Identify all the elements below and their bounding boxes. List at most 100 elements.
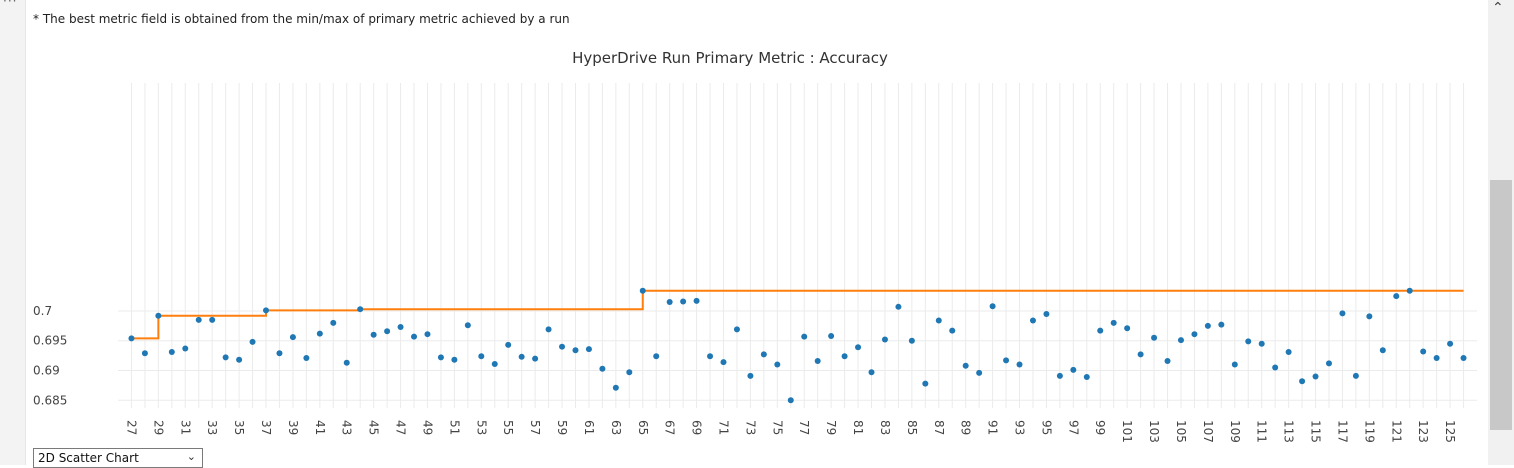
- run-point[interactable]: [1286, 349, 1292, 355]
- run-point[interactable]: [478, 353, 484, 359]
- run-point[interactable]: [1124, 325, 1130, 331]
- run-point[interactable]: [1353, 373, 1359, 379]
- run-point[interactable]: [532, 356, 538, 362]
- run-point[interactable]: [694, 298, 700, 304]
- run-point[interactable]: [223, 354, 229, 360]
- run-point[interactable]: [949, 328, 955, 334]
- run-point[interactable]: [209, 317, 215, 323]
- run-point[interactable]: [1084, 374, 1090, 380]
- run-point[interactable]: [707, 353, 713, 359]
- run-point[interactable]: [1259, 341, 1265, 347]
- run-point[interactable]: [855, 344, 861, 350]
- run-point[interactable]: [398, 324, 404, 330]
- run-point[interactable]: [1299, 378, 1305, 384]
- run-point[interactable]: [1191, 331, 1197, 337]
- run-point[interactable]: [586, 346, 592, 352]
- run-point[interactable]: [1366, 313, 1372, 319]
- run-point[interactable]: [236, 357, 242, 363]
- run-point[interactable]: [1407, 288, 1413, 294]
- run-point[interactable]: [263, 307, 269, 313]
- run-point[interactable]: [411, 334, 417, 340]
- run-point[interactable]: [1165, 358, 1171, 364]
- run-point[interactable]: [990, 303, 996, 309]
- run-point[interactable]: [1138, 351, 1144, 357]
- run-point[interactable]: [922, 381, 928, 387]
- run-point[interactable]: [169, 349, 175, 355]
- run-point[interactable]: [1030, 318, 1036, 324]
- run-point[interactable]: [1339, 310, 1345, 316]
- run-point[interactable]: [317, 331, 323, 337]
- run-point[interactable]: [1070, 367, 1076, 373]
- run-point[interactable]: [344, 360, 350, 366]
- run-point[interactable]: [1218, 322, 1224, 328]
- run-point[interactable]: [128, 335, 134, 341]
- run-point[interactable]: [1057, 373, 1063, 379]
- run-point[interactable]: [1232, 362, 1238, 368]
- chevron-up-icon[interactable]: ⌃: [1492, 0, 1504, 16]
- run-point[interactable]: [250, 339, 256, 345]
- run-point[interactable]: [465, 322, 471, 328]
- run-point[interactable]: [1313, 373, 1319, 379]
- run-point[interactable]: [613, 385, 619, 391]
- run-point[interactable]: [559, 344, 565, 350]
- run-point[interactable]: [909, 338, 915, 344]
- run-point[interactable]: [384, 328, 390, 334]
- run-point[interactable]: [720, 359, 726, 365]
- run-point[interactable]: [801, 334, 807, 340]
- run-point[interactable]: [303, 355, 309, 361]
- run-point[interactable]: [1447, 341, 1453, 347]
- run-point[interactable]: [451, 357, 457, 363]
- run-point[interactable]: [182, 345, 188, 351]
- scrollbar-thumb[interactable]: [1490, 180, 1512, 430]
- run-point[interactable]: [963, 363, 969, 369]
- run-point[interactable]: [774, 362, 780, 368]
- more-icon[interactable]: ···: [3, 0, 17, 8]
- run-point[interactable]: [1017, 362, 1023, 368]
- run-point[interactable]: [155, 313, 161, 319]
- run-point[interactable]: [1434, 355, 1440, 361]
- run-point[interactable]: [357, 306, 363, 312]
- run-point[interactable]: [869, 369, 875, 375]
- run-point[interactable]: [976, 370, 982, 376]
- run-point[interactable]: [936, 318, 942, 324]
- run-point[interactable]: [438, 354, 444, 360]
- run-point[interactable]: [667, 299, 673, 305]
- run-point[interactable]: [1205, 323, 1211, 329]
- run-point[interactable]: [1326, 360, 1332, 366]
- run-point[interactable]: [747, 373, 753, 379]
- run-point[interactable]: [1461, 355, 1467, 361]
- run-point[interactable]: [828, 333, 834, 339]
- run-point[interactable]: [330, 320, 336, 326]
- run-point[interactable]: [290, 334, 296, 340]
- run-point[interactable]: [492, 361, 498, 367]
- run-point[interactable]: [815, 358, 821, 364]
- run-point[interactable]: [142, 350, 148, 356]
- run-point[interactable]: [1272, 365, 1278, 371]
- run-point[interactable]: [519, 354, 525, 360]
- run-point[interactable]: [424, 331, 430, 337]
- run-point[interactable]: [505, 342, 511, 348]
- run-point[interactable]: [599, 366, 605, 372]
- run-point[interactable]: [1151, 335, 1157, 341]
- run-point[interactable]: [895, 304, 901, 310]
- run-point[interactable]: [371, 332, 377, 338]
- run-point[interactable]: [1111, 320, 1117, 326]
- run-point[interactable]: [734, 326, 740, 332]
- run-point[interactable]: [788, 397, 794, 403]
- run-point[interactable]: [1393, 293, 1399, 299]
- chart-type-select[interactable]: 2D Scatter Chart ⌄: [33, 448, 203, 468]
- run-point[interactable]: [1178, 337, 1184, 343]
- run-point[interactable]: [1420, 348, 1426, 354]
- run-point[interactable]: [640, 288, 646, 294]
- run-point[interactable]: [653, 353, 659, 359]
- run-point[interactable]: [276, 350, 282, 356]
- run-point[interactable]: [842, 353, 848, 359]
- run-point[interactable]: [1003, 357, 1009, 363]
- run-point[interactable]: [882, 337, 888, 343]
- run-point[interactable]: [1380, 347, 1386, 353]
- run-point[interactable]: [196, 317, 202, 323]
- run-point[interactable]: [680, 298, 686, 304]
- run-point[interactable]: [1245, 338, 1251, 344]
- run-point[interactable]: [1043, 311, 1049, 317]
- run-point[interactable]: [572, 347, 578, 353]
